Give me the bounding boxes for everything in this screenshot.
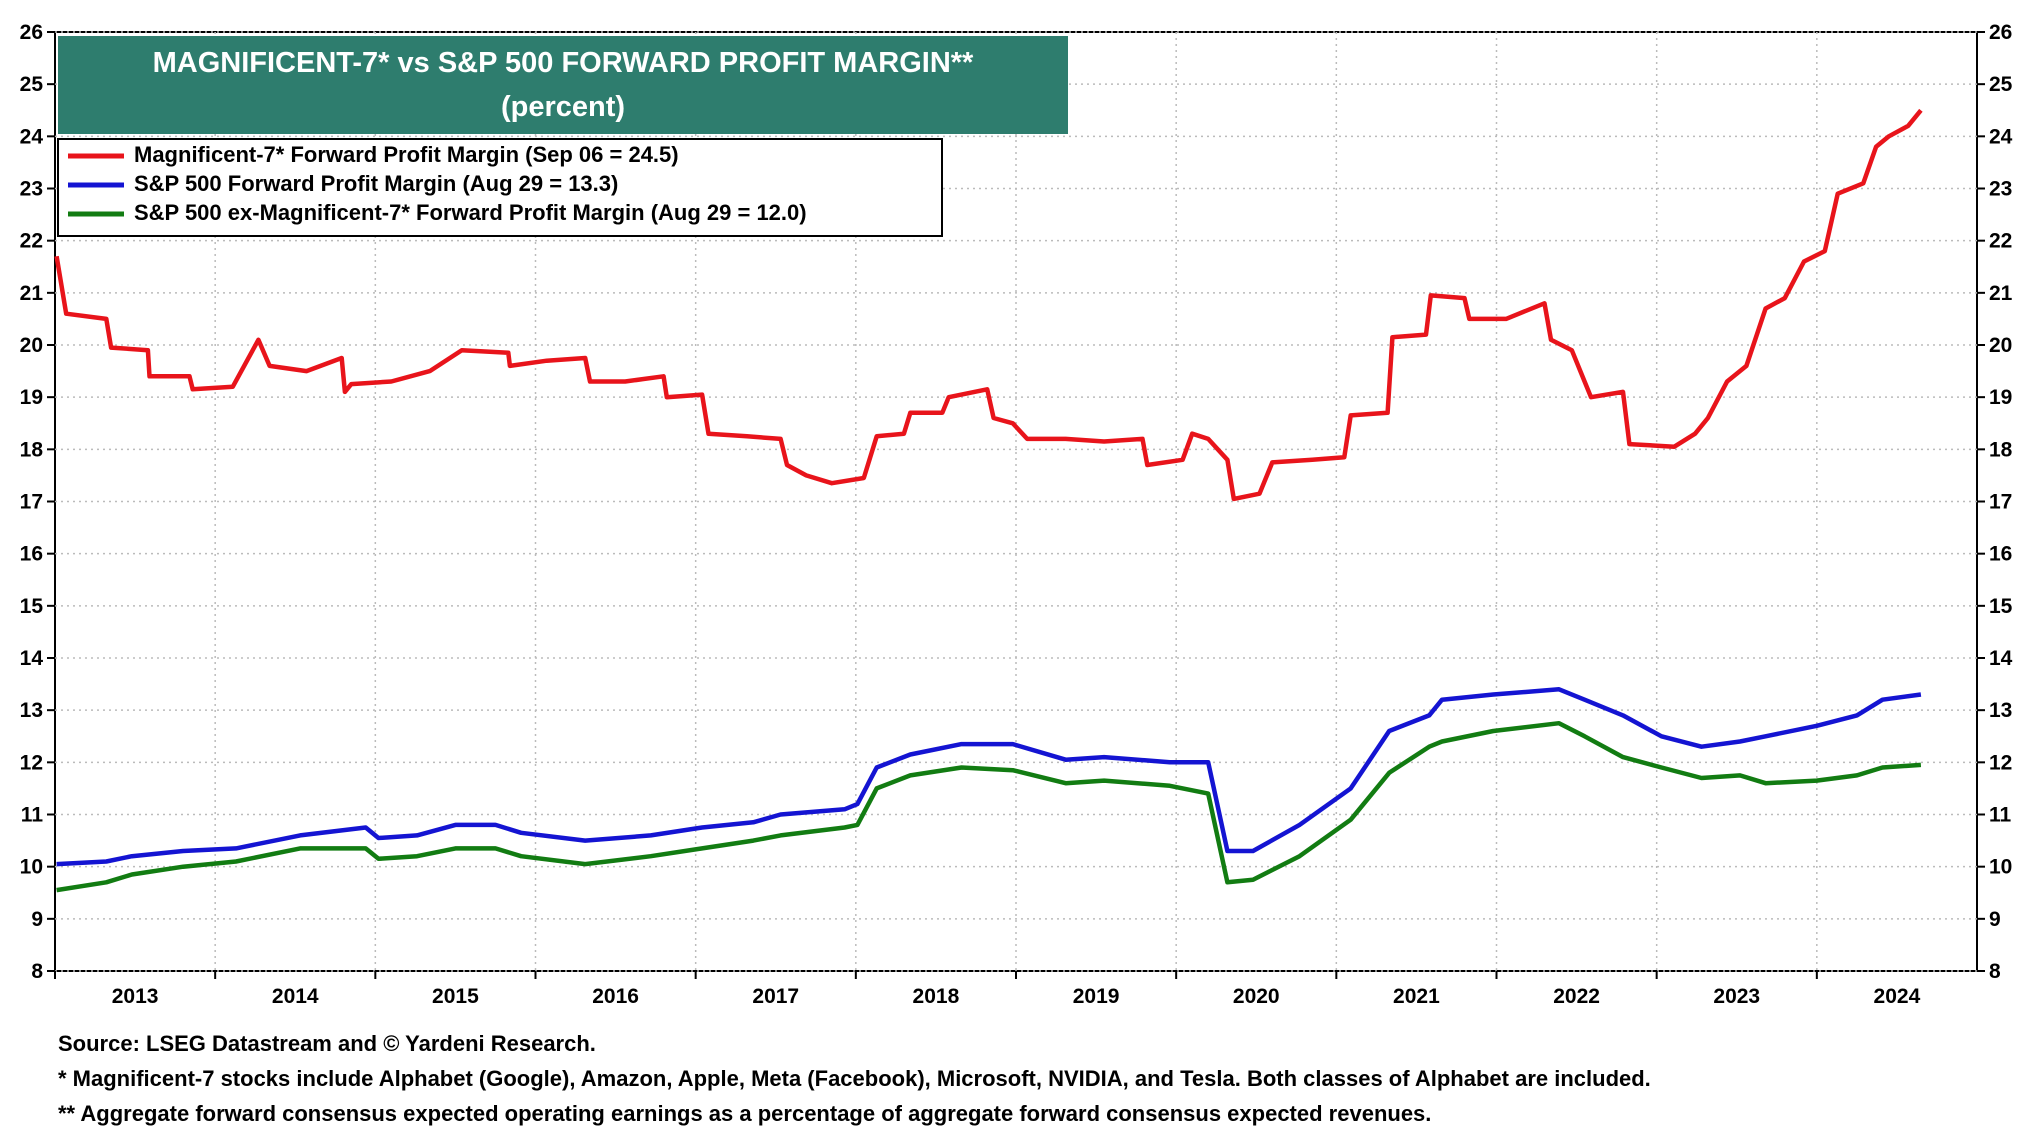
x-tick-label: 2019	[1073, 985, 1120, 1008]
y2-tick-label: 12	[1989, 751, 2012, 774]
title-box	[58, 36, 1068, 134]
y-tick-label: 20	[20, 334, 43, 357]
x-tick-label: 2015	[432, 985, 479, 1008]
y-tick-label: 9	[31, 908, 43, 931]
footnote: * Magnificent-7 stocks include Alphabet …	[58, 1066, 1651, 1091]
y2-tick-label: 9	[1989, 908, 2001, 931]
x-tick-label: 2014	[272, 985, 319, 1008]
y2-tick-label: 8	[1989, 960, 2001, 983]
legend-label: Magnificent-7* Forward Profit Margin (Se…	[134, 142, 679, 167]
series-line	[56, 720, 1922, 893]
legend-label: S&P 500 ex-Magnificent-7* Forward Profit…	[134, 200, 807, 225]
y-tick-label: 11	[21, 804, 44, 827]
y-tick-label: 10	[20, 856, 43, 879]
y-tick-label: 14	[20, 647, 44, 670]
y2-tick-label: 10	[1989, 856, 2012, 879]
y-tick-label: 12	[20, 751, 43, 774]
y2-tick-label: 26	[1989, 21, 2012, 44]
x-tick-label: 2024	[1874, 985, 1921, 1008]
series-line	[56, 687, 1922, 867]
x-tick-label: 2018	[913, 985, 960, 1008]
y-tick-label: 18	[20, 438, 44, 461]
y-tick-label: 24	[20, 125, 44, 148]
y2-tick-label: 16	[1989, 543, 2012, 566]
y-tick-label: 8	[31, 960, 43, 983]
y2-tick-label: 22	[1989, 230, 2012, 253]
footnote: ** Aggregate forward consensus expected …	[58, 1101, 1431, 1126]
y2-tick-label: 13	[1989, 699, 2012, 722]
series-lines	[54, 108, 1923, 893]
y2-tick-label: 20	[1989, 334, 2012, 357]
y2-tick-label: 15	[1989, 595, 2013, 618]
x-tick-label: 2017	[752, 985, 799, 1008]
y-tick-label: 13	[20, 699, 43, 722]
y-tick-label: 17	[20, 491, 43, 514]
x-tick-label: 2022	[1553, 985, 1600, 1008]
x-tick-label: 2021	[1393, 985, 1440, 1008]
legend-label: S&P 500 Forward Profit Margin (Aug 29 = …	[134, 171, 618, 196]
x-tick-label: 2013	[112, 985, 159, 1008]
x-tick-label: 2023	[1713, 985, 1760, 1008]
y2-tick-label: 19	[1989, 386, 2012, 409]
y2-tick-label: 21	[1989, 282, 2013, 305]
y2-tick-label: 24	[1989, 125, 2013, 148]
y2-tick-label: 23	[1989, 178, 2012, 201]
y-tick-label: 16	[20, 543, 43, 566]
source-note: Source: LSEG Datastream and © Yardeni Re…	[58, 1031, 596, 1056]
y2-tick-label: 25	[1989, 73, 2013, 96]
y2-tick-label: 11	[1989, 804, 2012, 827]
y-tick-label: 23	[20, 178, 43, 201]
chart-subtitle: (percent)	[501, 91, 625, 123]
legend: Magnificent-7* Forward Profit Margin (Se…	[68, 142, 807, 225]
y-tick-label: 22	[20, 230, 43, 253]
x-tick-label: 2020	[1233, 985, 1280, 1008]
series-line	[54, 108, 1923, 502]
chart-title: MAGNIFICENT-7* vs S&P 500 FORWARD PROFIT…	[153, 47, 974, 79]
y2-tick-label: 14	[1989, 647, 2013, 670]
x-tick-label: 2016	[592, 985, 639, 1008]
y2-tick-label: 17	[1989, 491, 2012, 514]
y-tick-label: 26	[20, 21, 43, 44]
legend-box	[57, 138, 943, 237]
y-tick-label: 15	[20, 595, 44, 618]
grid: 8 8 9 9 10 10 11 11 12 12 13 13 14 14 15 15 16 16 17 17 18 18…	[20, 21, 2013, 1008]
y2-tick-label: 18	[1989, 438, 2013, 461]
y-tick-label: 25	[20, 73, 44, 96]
y-tick-label: 21	[20, 282, 44, 305]
y-tick-label: 19	[20, 386, 43, 409]
